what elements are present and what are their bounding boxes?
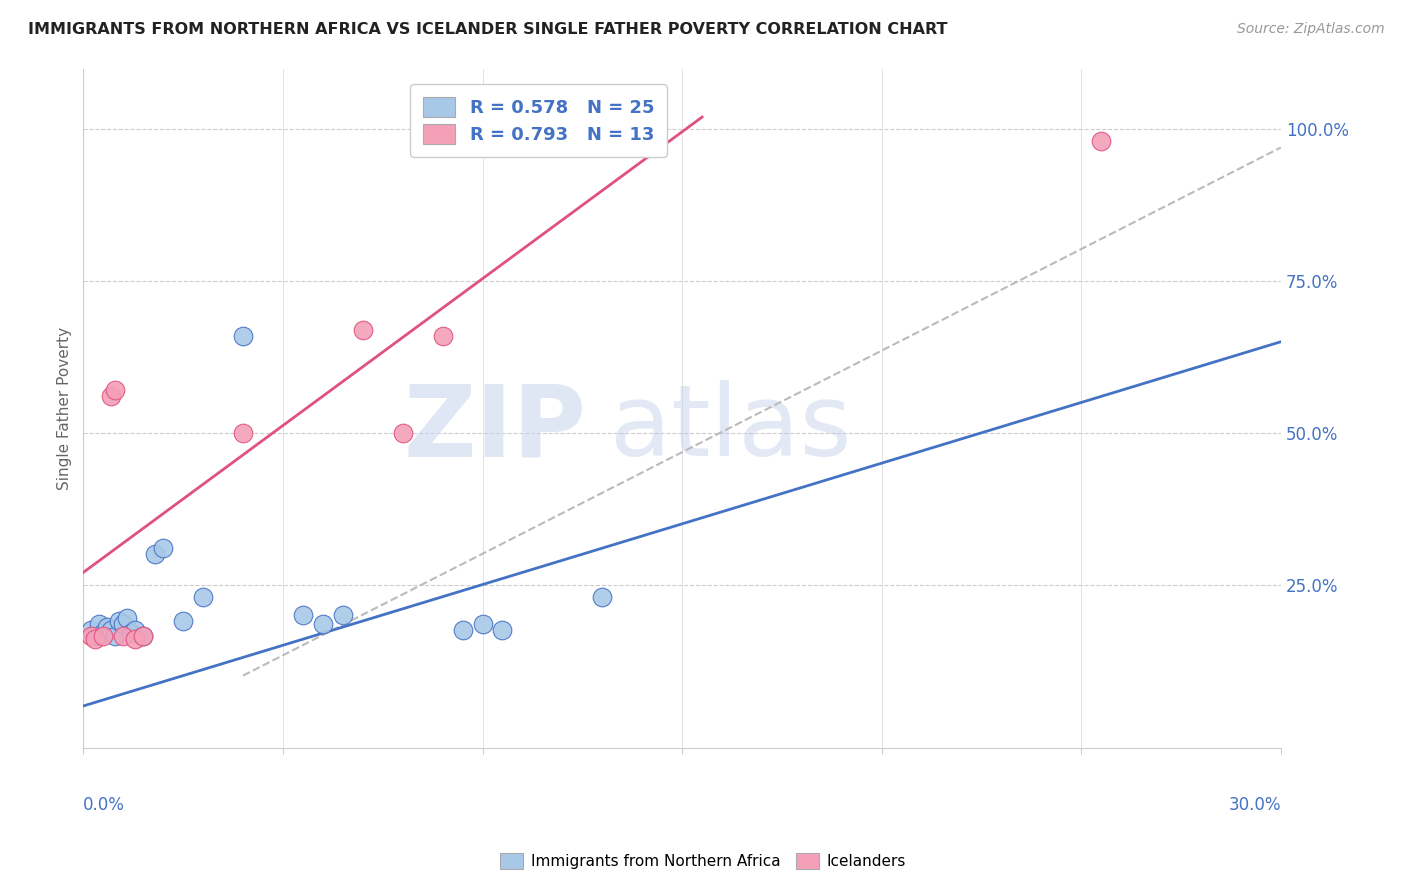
Point	[112, 617, 135, 632]
Y-axis label: Single Father Poverty: Single Father Poverty	[58, 327, 72, 490]
Point	[232, 425, 254, 440]
Point	[115, 611, 138, 625]
Point	[132, 629, 155, 643]
Legend: R = 0.578   N = 25, R = 0.793   N = 13: R = 0.578 N = 25, R = 0.793 N = 13	[411, 85, 666, 157]
Text: atlas: atlas	[610, 380, 852, 477]
Point	[120, 626, 142, 640]
Point	[124, 632, 146, 647]
Point	[84, 632, 107, 647]
Point	[132, 629, 155, 643]
Point	[124, 623, 146, 637]
Point	[451, 623, 474, 637]
Point	[591, 590, 613, 604]
Point	[100, 389, 122, 403]
Point	[100, 623, 122, 637]
Point	[432, 328, 454, 343]
Point	[108, 614, 131, 628]
Point	[80, 629, 103, 643]
Point	[291, 607, 314, 622]
Text: 0.0%: 0.0%	[83, 796, 125, 814]
Point	[104, 384, 127, 398]
Point	[91, 629, 114, 643]
Point	[312, 617, 335, 632]
Point	[1090, 134, 1112, 148]
Point	[104, 629, 127, 643]
Point	[332, 607, 354, 622]
Point	[96, 620, 118, 634]
Point	[391, 425, 413, 440]
Point	[91, 626, 114, 640]
Text: 30.0%: 30.0%	[1229, 796, 1281, 814]
Text: ZIP: ZIP	[404, 380, 586, 477]
Text: IMMIGRANTS FROM NORTHERN AFRICA VS ICELANDER SINGLE FATHER POVERTY CORRELATION C: IMMIGRANTS FROM NORTHERN AFRICA VS ICELA…	[28, 22, 948, 37]
Point	[112, 629, 135, 643]
Point	[491, 623, 513, 637]
Text: Source: ZipAtlas.com: Source: ZipAtlas.com	[1237, 22, 1385, 37]
Point	[191, 590, 214, 604]
Point	[152, 541, 174, 556]
Point	[89, 617, 111, 632]
Point	[352, 322, 374, 336]
Point	[80, 623, 103, 637]
Point	[172, 614, 194, 628]
Point	[232, 328, 254, 343]
Legend: Immigrants from Northern Africa, Icelanders: Immigrants from Northern Africa, Iceland…	[494, 847, 912, 875]
Point	[143, 547, 166, 561]
Point	[471, 617, 494, 632]
Point	[84, 629, 107, 643]
